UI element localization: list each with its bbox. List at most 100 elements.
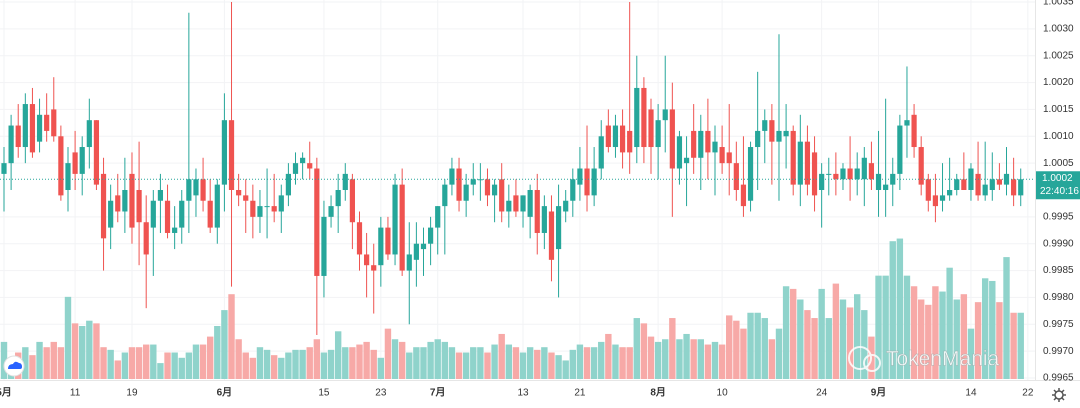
- volume-bar: [875, 275, 882, 379]
- volume-bar: [790, 288, 797, 379]
- volume-bar: [1003, 257, 1010, 379]
- candle-body: [662, 109, 668, 121]
- candle-body: [548, 211, 555, 260]
- candle-body: [954, 179, 960, 190]
- volume-bar: [654, 341, 662, 379]
- volume-bar: [896, 238, 904, 379]
- candle-body: [762, 120, 768, 131]
- candle-body: [122, 190, 128, 212]
- candle-body: [356, 222, 363, 255]
- volume-bar: [647, 336, 655, 379]
- volume-bar: [981, 278, 989, 379]
- watermark-icon: [848, 346, 872, 370]
- volume-bar: [214, 326, 221, 379]
- candle-body: [947, 190, 953, 196]
- candle-body: [449, 168, 455, 185]
- volume-bar: [206, 336, 214, 379]
- candle-body: [719, 147, 725, 164]
- volume-bar: [320, 352, 328, 379]
- candle-body: [179, 200, 185, 228]
- volume-bar: [391, 339, 399, 379]
- volume-bar: [590, 347, 598, 379]
- candle-body: [8, 125, 14, 164]
- volume-bar: [775, 328, 783, 379]
- candle-body: [58, 136, 64, 196]
- volume-bar: [598, 341, 605, 379]
- volume-bar: [797, 299, 804, 379]
- candle-body: [755, 130, 761, 148]
- candle-body: [861, 157, 867, 180]
- candle-body: [961, 179, 967, 190]
- candle-body: [186, 179, 192, 201]
- volume-bar: [491, 344, 498, 379]
- candle-body: [250, 200, 256, 217]
- candle-body: [136, 190, 142, 223]
- candle-body: [854, 168, 860, 180]
- candle-body: [378, 227, 384, 266]
- y-tick-label: 0.9975: [1043, 319, 1074, 330]
- candle-body: [577, 168, 583, 185]
- volume-bar: [270, 355, 278, 379]
- candle-body: [1, 163, 7, 174]
- volume-bar: [143, 344, 150, 379]
- x-tick-label: 11: [70, 388, 81, 399]
- candle-body: [783, 130, 789, 137]
- candle-body: [804, 141, 811, 185]
- volume-bar: [221, 310, 228, 379]
- candle-body: [605, 125, 611, 148]
- volume-bar: [917, 299, 925, 379]
- y-tick-label: 1.0005: [1043, 158, 1074, 169]
- x-tick-label: 19: [126, 388, 138, 399]
- volume-bar: [342, 347, 349, 379]
- volume-bar: [370, 349, 377, 379]
- candle-body: [932, 195, 939, 207]
- volume-bar: [334, 331, 342, 379]
- candle-body: [413, 243, 419, 260]
- volume-bar: [29, 355, 36, 379]
- volume-bar: [249, 357, 257, 379]
- volume-bar: [882, 275, 889, 379]
- candle-body: [619, 125, 626, 153]
- volume-bar: [576, 344, 584, 379]
- volume-bar: [356, 344, 363, 379]
- volume-bar: [555, 355, 562, 379]
- candle-body: [897, 125, 903, 174]
- volume-bar: [100, 347, 107, 379]
- candle-body: [278, 195, 284, 212]
- volume-bar: [135, 347, 143, 379]
- candle-body: [314, 168, 320, 276]
- x-tick-label: 6月: [217, 387, 233, 399]
- volume-bar: [910, 286, 918, 379]
- candle-body: [641, 87, 647, 148]
- volume-bar: [406, 352, 413, 379]
- volume-bar: [192, 344, 200, 379]
- candle-body: [491, 184, 498, 196]
- settings-button[interactable]: [1052, 388, 1066, 402]
- watermark-icon: [863, 354, 881, 372]
- volume-bar: [448, 347, 456, 379]
- volume-bar: [292, 349, 299, 379]
- volume-bar: [306, 347, 313, 379]
- candle-body: [236, 190, 242, 196]
- candle-body: [44, 114, 50, 131]
- volume-bar: [804, 310, 811, 379]
- candle-body: [328, 206, 334, 217]
- x-tick-label: 22: [1022, 388, 1034, 399]
- candle-body: [570, 179, 576, 201]
- candle-body: [342, 173, 348, 190]
- volume-bar: [434, 339, 441, 379]
- volume-bar: [711, 341, 719, 379]
- y-tick-label: 1.0010: [1043, 131, 1074, 142]
- volume-bar: [93, 323, 100, 379]
- candle-body: [442, 184, 448, 207]
- logo-icon: [8, 361, 22, 369]
- volume-bar: [676, 339, 683, 379]
- volume-bar: [107, 349, 114, 379]
- candles: [1, 2, 1024, 336]
- last-price-box: [1036, 171, 1080, 200]
- candle-body: [890, 173, 896, 185]
- candle-body: [164, 200, 171, 233]
- volume-bar: [526, 347, 534, 379]
- logo[interactable]: [3, 355, 25, 377]
